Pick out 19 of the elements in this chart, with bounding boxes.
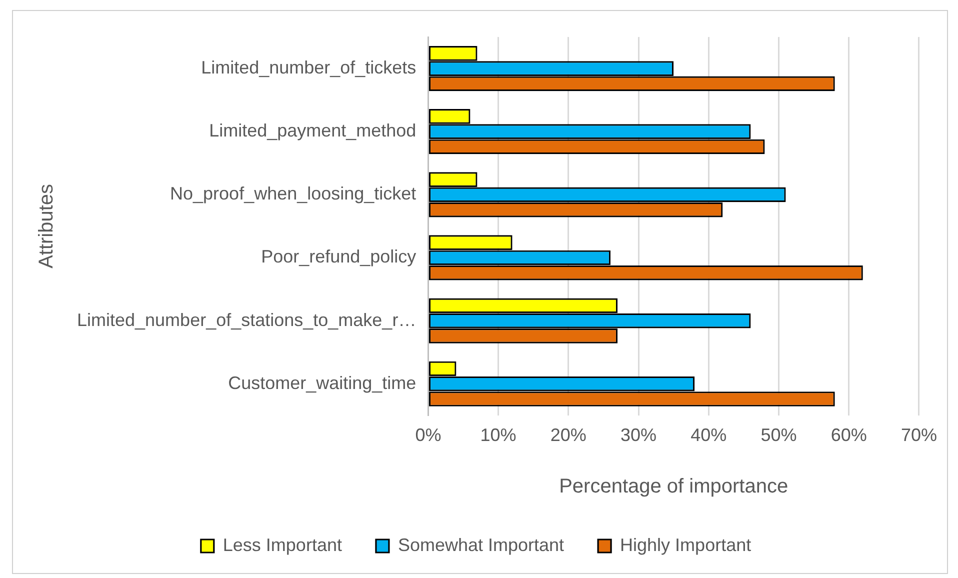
y-tick-label: No_proof_when_loosing_ticket [170, 184, 416, 204]
x-tick-label: 30% [620, 425, 657, 446]
x-axis-title: Percentage of importance [559, 476, 788, 498]
x-tick-label: 0% [415, 425, 442, 446]
y-tick-label: Poor_refund_policy [261, 246, 416, 267]
legend-label: Less Important [222, 534, 342, 555]
legend-label: Highly Important [620, 534, 752, 555]
x-tick-label: 60% [830, 425, 867, 446]
y-tick-label: Limited_number_of_tickets [201, 58, 416, 78]
x-tick-label: 10% [480, 425, 516, 446]
x-tick-label: 20% [550, 425, 586, 446]
y-tick-label: Customer_waiting_time [228, 372, 416, 393]
y-tick-label: Limited_number_of_stations_to_make_r… [77, 310, 416, 330]
y-tick-label: Limited_payment_method [209, 120, 416, 141]
y-axis-title: Attributes [36, 184, 58, 268]
x-tick-label: 70% [900, 425, 937, 446]
x-tick-label: 50% [760, 425, 797, 446]
x-tick-label: 40% [690, 425, 727, 446]
legend-label: Somewhat Important [398, 534, 564, 555]
